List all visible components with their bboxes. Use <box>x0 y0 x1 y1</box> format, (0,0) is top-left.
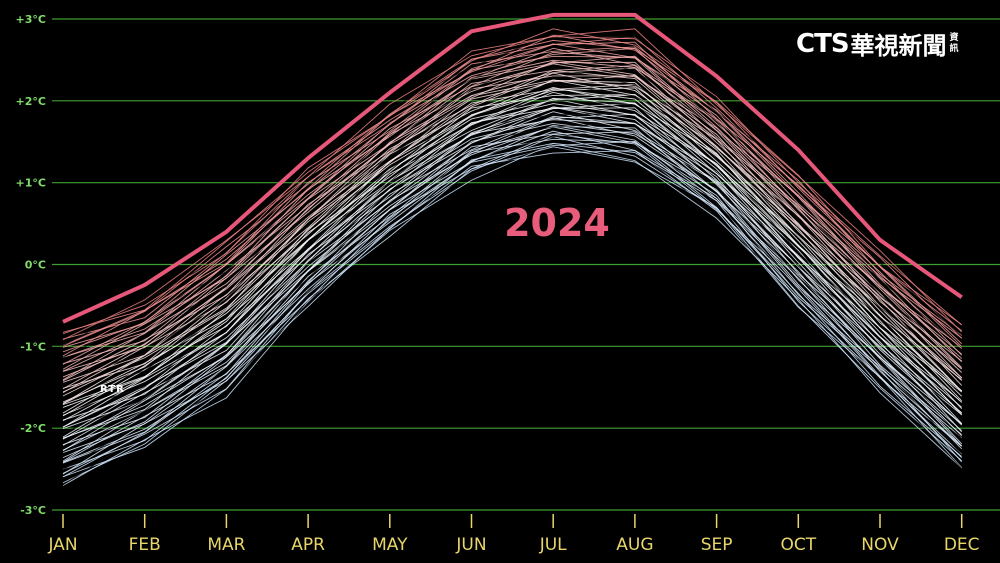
year-series-line <box>62 121 963 453</box>
year-annotation: 2024 <box>504 201 610 245</box>
year-series-line <box>62 133 963 475</box>
year-series-line <box>62 146 962 478</box>
year-series-line <box>62 47 962 358</box>
x-tick-label: JAN <box>47 535 77 555</box>
year-series-line <box>62 51 963 370</box>
year-series-line <box>62 39 962 340</box>
year-series-line <box>62 46 963 353</box>
x-tick-label: NOV <box>861 535 899 555</box>
year-series-line <box>62 94 963 422</box>
highlight-series <box>62 12 963 324</box>
year-series-line <box>62 98 962 428</box>
year-series-line <box>62 123 963 446</box>
year-series-line <box>62 28 963 341</box>
logo-cjk: 華視新聞 <box>850 32 947 60</box>
year-series-line <box>62 103 962 421</box>
year-series-line <box>62 69 963 393</box>
year-series-line <box>62 106 963 440</box>
year-series-line <box>62 106 962 429</box>
logo-small-bottom: 訊 <box>949 43 959 54</box>
year-series-line <box>62 34 962 346</box>
grid-lines <box>52 18 1000 511</box>
year-series-line <box>62 99 963 414</box>
x-tick-label: MAY <box>372 535 408 555</box>
year-series-line <box>62 111 962 440</box>
year-series-line <box>62 143 963 486</box>
year-series-line <box>62 28 962 335</box>
year-series-line <box>62 113 963 446</box>
year-series-line <box>62 124 963 463</box>
x-tick-label: AUG <box>616 535 653 555</box>
year-series-line <box>62 91 962 416</box>
year-series-line <box>62 119 963 439</box>
x-tick-label: DEC <box>944 535 980 555</box>
year-series-line <box>62 87 962 406</box>
logo-latin: CTS <box>796 28 850 59</box>
year-series-line <box>62 36 963 347</box>
x-tick-label: MAR <box>207 535 245 555</box>
series-2024-line <box>62 12 963 324</box>
y-tick-label: 0°C <box>25 259 46 272</box>
source-tag: RTR <box>100 384 125 395</box>
x-axis-ticks: JAN FEB MAR APR MAY JUN JUL AUG SEP OCT NOV DEC <box>47 514 980 555</box>
year-series-line <box>62 55 962 358</box>
year-series-line <box>62 41 963 357</box>
year-series-line <box>62 43 962 348</box>
year-series-line <box>62 117 962 451</box>
year-series-line <box>62 74 963 397</box>
x-tick-label: JUL <box>539 535 567 555</box>
x-tick-label: FEB <box>129 535 161 555</box>
x-tick-label: SEP <box>701 535 733 555</box>
y-tick-label: +3°C <box>16 13 46 26</box>
year-series-line <box>62 42 962 358</box>
year-series-line <box>62 79 962 405</box>
year-series-line <box>62 112 963 433</box>
year-series-line <box>62 60 962 382</box>
y-tick-label: -3°C <box>20 504 46 517</box>
year-series-line <box>62 83 963 403</box>
year-series-line <box>62 88 963 417</box>
year-series-line <box>62 140 963 478</box>
year-series-line <box>62 83 962 397</box>
year-series-line <box>62 55 963 372</box>
broadcaster-logo: CTS 華視新聞 資 訊 <box>796 26 959 61</box>
x-tick-label: OCT <box>780 535 816 555</box>
y-tick-label: -1°C <box>20 340 46 353</box>
year-series-line <box>62 36 962 333</box>
year-series-line <box>62 138 963 464</box>
y-tick-label: +2°C <box>16 95 46 108</box>
y-tick-label: +1°C <box>16 177 46 190</box>
y-axis-ticks: +3°C +2°C +1°C 0°C -1°C -2°C -3°C <box>16 13 46 517</box>
year-series-line <box>62 143 963 486</box>
logo-small-top: 資 <box>949 32 959 43</box>
x-tick-label: APR <box>291 535 325 555</box>
year-series-line <box>62 102 963 428</box>
series-lines <box>62 28 963 486</box>
y-tick-label: -2°C <box>20 422 46 435</box>
x-tick-label: JUN <box>455 535 486 555</box>
logo-small: 資 訊 <box>950 33 959 55</box>
